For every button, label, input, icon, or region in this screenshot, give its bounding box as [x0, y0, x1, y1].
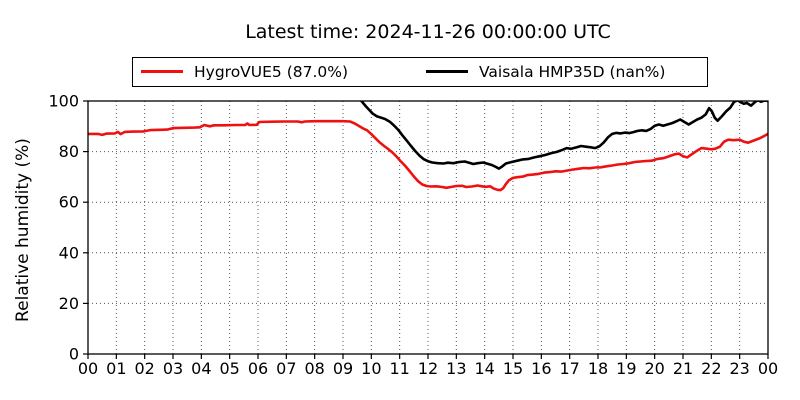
x-tick-label: 16: [531, 359, 551, 378]
x-tick-label: 05: [219, 359, 239, 378]
y-tick-label: 40: [59, 243, 79, 262]
x-tick-label: 00: [758, 359, 778, 378]
y-tick-label: 100: [48, 92, 79, 111]
x-tick-label: 01: [106, 359, 126, 378]
x-tick-label: 10: [361, 359, 381, 378]
x-tick-label: 13: [446, 359, 466, 378]
x-tick-label: 19: [616, 359, 636, 378]
x-tick-label: 07: [276, 359, 296, 378]
legend-label-vaisala: Vaisala HMP35D (nan%): [479, 62, 666, 81]
x-tick-label: 06: [248, 359, 268, 378]
x-tick-label: 18: [588, 359, 608, 378]
x-tick-label: 12: [418, 359, 438, 378]
x-tick-label: 03: [163, 359, 183, 378]
series-line-hygrovue5: [88, 119, 768, 192]
hygrovue5-line-swatch: [141, 70, 183, 73]
x-tick-label: 02: [134, 359, 154, 378]
y-tick-label: 0: [69, 345, 79, 364]
legend-item-hygrovue5: HygroVUE5 (87.0%): [141, 58, 348, 85]
x-tick-label: 21: [673, 359, 693, 378]
legend-label-hygrovue5: HygroVUE5 (87.0%): [194, 62, 349, 81]
legend-item-vaisala: Vaisala HMP35D (nan%): [426, 58, 665, 85]
y-tick-label: 60: [59, 193, 79, 212]
plot-spines: [87, 100, 769, 355]
x-tick-label: 20: [644, 359, 664, 378]
y-axis-label: Relative humidity (%): [13, 138, 33, 322]
x-tick-label: 23: [729, 359, 749, 378]
chart-title: Latest time: 2024-11-26 00:00:00 UTC: [245, 21, 611, 43]
x-tick-label: 04: [191, 359, 211, 378]
x-tick-label: 08: [304, 359, 324, 378]
x-tick-label: 22: [701, 359, 721, 378]
vaisala-line-swatch: [426, 70, 468, 73]
legend: HygroVUE5 (87.0%) Vaisala HMP35D (nan%): [132, 57, 708, 87]
x-tick-label: 00: [78, 359, 98, 378]
x-tick-label: 17: [559, 359, 579, 378]
x-tick-label: 15: [503, 359, 523, 378]
series-line-vaisala: [359, 101, 768, 170]
x-tick-label: 09: [333, 359, 353, 378]
x-tick-label: 14: [474, 359, 494, 378]
y-tick-label: 20: [59, 294, 79, 313]
x-tick-label: 11: [389, 359, 409, 378]
y-tick-label: 80: [59, 142, 79, 161]
